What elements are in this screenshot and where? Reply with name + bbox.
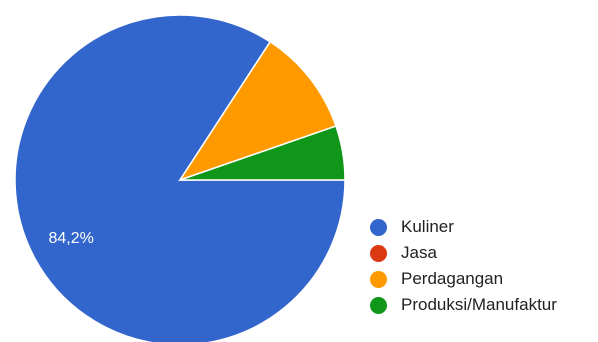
legend-item-produksi-manufaktur[interactable]: Produksi/Manufaktur <box>370 292 557 318</box>
legend-label-produksi-manufaktur: Produksi/Manufaktur <box>401 295 557 314</box>
legend-item-kuliner[interactable]: Kuliner <box>370 214 557 240</box>
legend-item-jasa[interactable]: Jasa <box>370 240 557 266</box>
legend-swatch-jasa <box>370 244 387 262</box>
pie-slice-labels: 84,2% <box>48 230 93 247</box>
legend-swatch-perdagangan <box>370 270 387 288</box>
pie-slice-perdagangan[interactable] <box>178 40 337 182</box>
legend-label-jasa: Jasa <box>401 243 437 262</box>
pie-slice-kuliner[interactable] <box>14 14 346 342</box>
legend-swatch-kuliner <box>370 218 387 236</box>
pie-slices <box>14 14 346 342</box>
legend-label-perdagangan: Perdagangan <box>401 269 504 288</box>
legend-label-kuliner: Kuliner <box>401 217 454 236</box>
legend-item-perdagangan[interactable]: Perdagangan <box>370 266 557 292</box>
chart-legend: Kuliner Jasa Perdagangan Produksi/Manufa… <box>370 214 557 318</box>
slice-label-kuliner: 84,2% <box>48 230 93 247</box>
legend-swatch-produksi-manufaktur <box>370 296 387 314</box>
pie-slice-produksi-manufaktur[interactable] <box>179 125 346 181</box>
